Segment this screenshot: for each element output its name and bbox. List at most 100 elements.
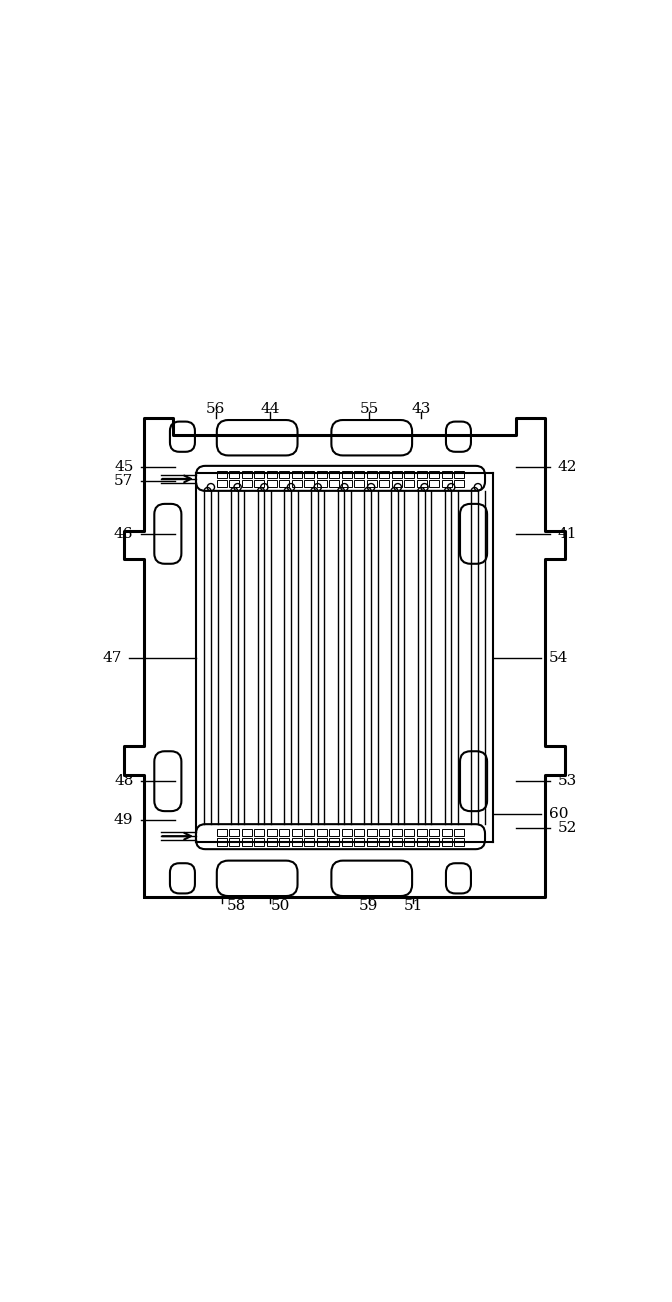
- Bar: [417, 470, 427, 478]
- Bar: [292, 838, 302, 845]
- Bar: [367, 470, 377, 478]
- Text: 60: 60: [549, 807, 569, 820]
- Bar: [392, 470, 402, 478]
- Text: 47: 47: [102, 651, 122, 664]
- Bar: [329, 470, 339, 478]
- Text: 56: 56: [206, 401, 225, 415]
- Bar: [442, 829, 452, 836]
- Text: 55: 55: [360, 401, 378, 415]
- Text: 51: 51: [403, 900, 423, 914]
- Bar: [217, 838, 226, 845]
- Bar: [280, 838, 289, 845]
- Bar: [267, 470, 277, 478]
- Bar: [254, 829, 264, 836]
- Text: 41: 41: [558, 527, 577, 542]
- Bar: [354, 470, 364, 478]
- Bar: [254, 838, 264, 845]
- Bar: [292, 470, 302, 478]
- Bar: [379, 838, 389, 845]
- Bar: [304, 838, 314, 845]
- Bar: [280, 480, 289, 487]
- Bar: [442, 470, 452, 478]
- Bar: [229, 470, 239, 478]
- Bar: [304, 470, 314, 478]
- Bar: [242, 838, 252, 845]
- Text: 46: 46: [114, 527, 134, 542]
- Bar: [267, 838, 277, 845]
- Text: 44: 44: [261, 401, 280, 415]
- Text: 50: 50: [271, 900, 290, 914]
- Bar: [454, 470, 464, 478]
- Bar: [405, 838, 414, 845]
- Bar: [379, 829, 389, 836]
- Bar: [304, 480, 314, 487]
- Text: 49: 49: [114, 812, 134, 827]
- Bar: [342, 480, 351, 487]
- Bar: [442, 480, 452, 487]
- Bar: [242, 829, 252, 836]
- Text: 48: 48: [114, 773, 134, 788]
- Bar: [329, 480, 339, 487]
- Bar: [354, 838, 364, 845]
- Bar: [280, 470, 289, 478]
- Bar: [317, 480, 327, 487]
- Bar: [442, 838, 452, 845]
- Bar: [454, 838, 464, 845]
- Bar: [229, 838, 239, 845]
- Bar: [405, 480, 414, 487]
- Bar: [392, 838, 402, 845]
- Bar: [417, 480, 427, 487]
- Bar: [317, 470, 327, 478]
- Text: 54: 54: [549, 651, 569, 664]
- Bar: [217, 470, 226, 478]
- Text: 42: 42: [558, 460, 577, 474]
- Bar: [267, 480, 277, 487]
- Bar: [292, 829, 302, 836]
- Bar: [342, 838, 351, 845]
- Text: 57: 57: [114, 474, 134, 488]
- Bar: [392, 480, 402, 487]
- Bar: [367, 829, 377, 836]
- Text: 58: 58: [227, 900, 246, 914]
- Bar: [429, 829, 439, 836]
- Bar: [242, 480, 252, 487]
- Bar: [242, 470, 252, 478]
- Bar: [454, 480, 464, 487]
- Bar: [367, 480, 377, 487]
- Bar: [229, 480, 239, 487]
- Bar: [405, 829, 414, 836]
- Bar: [429, 838, 439, 845]
- Text: 45: 45: [114, 460, 134, 474]
- Text: 59: 59: [360, 900, 378, 914]
- Bar: [254, 470, 264, 478]
- Bar: [392, 829, 402, 836]
- Bar: [379, 470, 389, 478]
- Bar: [217, 829, 226, 836]
- Bar: [217, 480, 226, 487]
- Bar: [254, 480, 264, 487]
- Text: 53: 53: [558, 773, 577, 788]
- Text: 52: 52: [558, 820, 577, 835]
- Bar: [429, 480, 439, 487]
- Bar: [379, 480, 389, 487]
- Bar: [329, 838, 339, 845]
- Bar: [342, 470, 351, 478]
- Bar: [354, 829, 364, 836]
- Bar: [454, 829, 464, 836]
- Bar: [405, 470, 414, 478]
- Bar: [229, 829, 239, 836]
- Bar: [367, 838, 377, 845]
- Bar: [304, 829, 314, 836]
- Bar: [354, 480, 364, 487]
- Bar: [429, 470, 439, 478]
- Text: 43: 43: [412, 401, 431, 415]
- Bar: [317, 838, 327, 845]
- Bar: [417, 829, 427, 836]
- Bar: [417, 838, 427, 845]
- Bar: [342, 829, 351, 836]
- Bar: [267, 829, 277, 836]
- Bar: [329, 829, 339, 836]
- Bar: [280, 829, 289, 836]
- Bar: [317, 829, 327, 836]
- Bar: [292, 480, 302, 487]
